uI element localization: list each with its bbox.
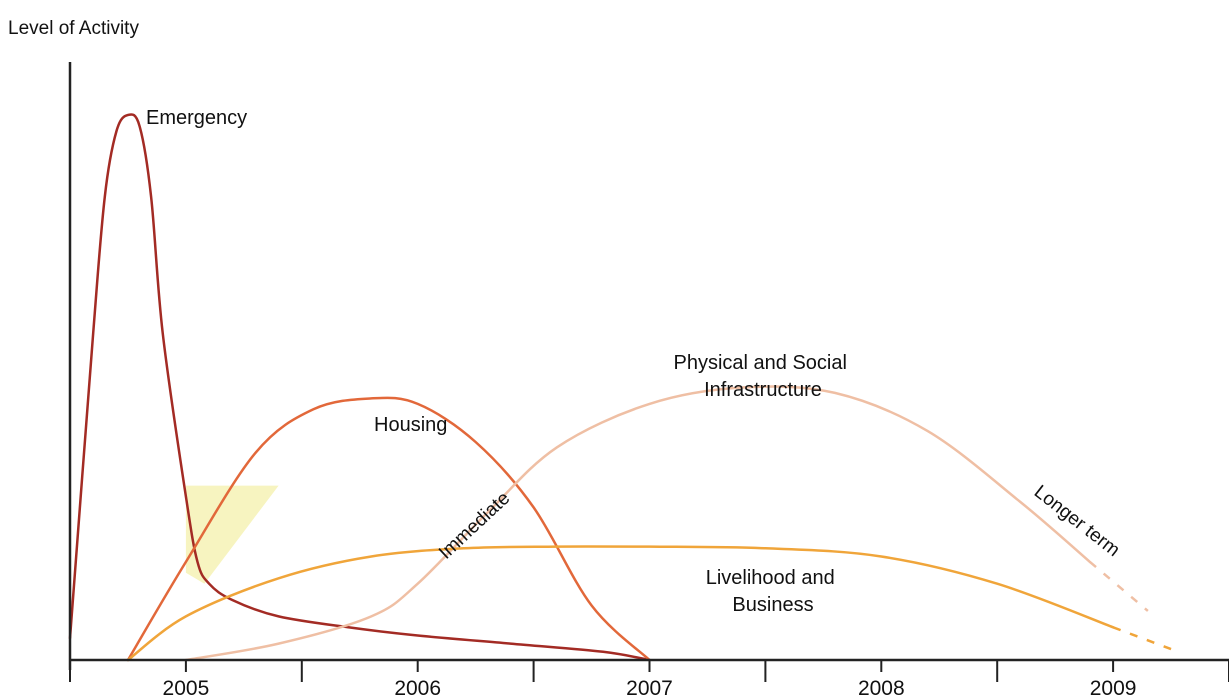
x-tick-label-2007: 2007 (626, 677, 673, 699)
series-layer (68, 113, 1172, 662)
series-label-livelihood-line2: Business (732, 594, 813, 616)
series-label-emergency: Emergency (146, 107, 247, 129)
series-line-housing (126, 396, 651, 662)
series-line-livelihood (126, 545, 1115, 662)
x-tick-label-2009: 2009 (1090, 677, 1137, 699)
series-label-livelihood: Livelihood and Business (706, 567, 841, 616)
annotation-immediate: Immediate (435, 488, 514, 564)
series-projection-infrastructure (1089, 560, 1149, 612)
x-tick-label-2008: 2008 (858, 677, 905, 699)
x-tick-label-2005: 2005 (163, 677, 210, 699)
x-tick-label-2006: 2006 (394, 677, 441, 699)
series-projection-livelihood (1112, 626, 1172, 651)
series-label-infrastructure-line2: Infrastructure (704, 379, 822, 401)
x-ticks: 2005 2006 2007 2008 2009 (69, 660, 1229, 699)
series-label-livelihood-line1: Livelihood and (706, 567, 835, 589)
series-label-infrastructure: Physical and Social Infrastructure (674, 352, 853, 401)
highlight-region (185, 485, 279, 584)
series-label-housing: Housing (374, 414, 447, 436)
series-line-emergency (68, 113, 651, 662)
series-line-infrastructure (184, 385, 1092, 662)
series-label-infrastructure-line1: Physical and Social (674, 352, 847, 374)
y-axis-label: Level of Activity (8, 18, 139, 39)
